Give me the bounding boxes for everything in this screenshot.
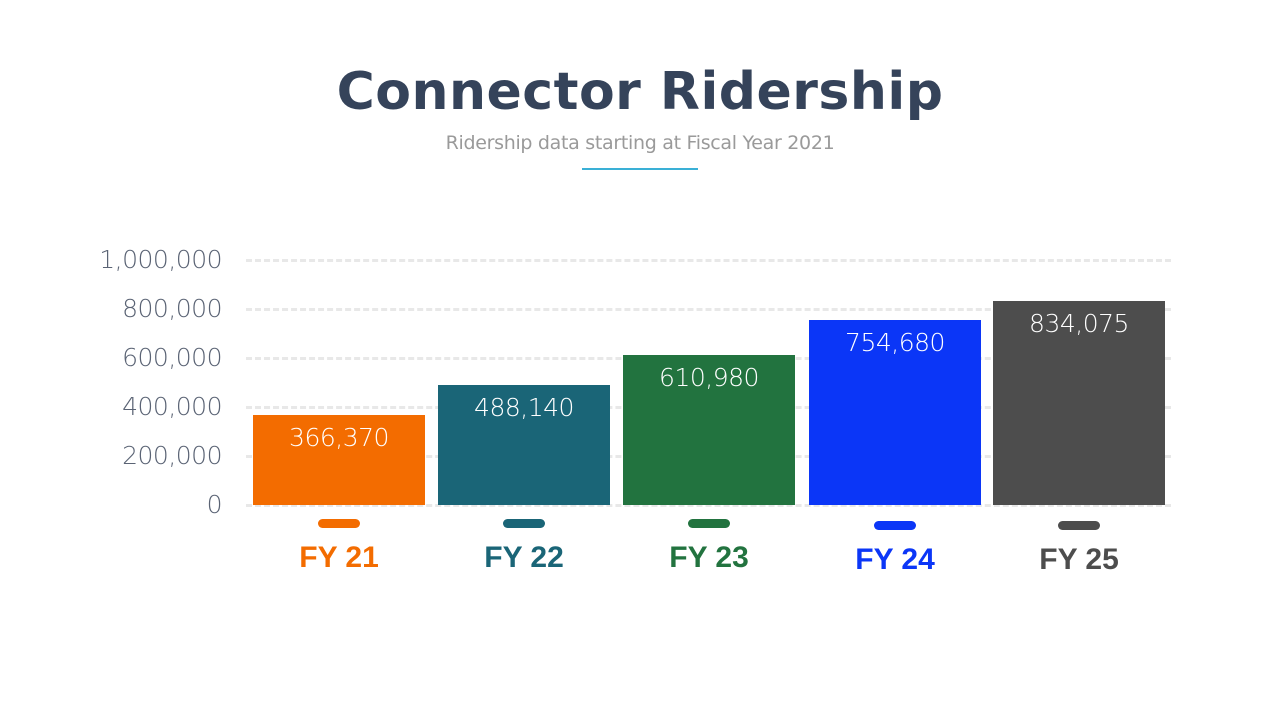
title-underline [582,168,698,170]
y-axis-tick-label: 800,000 [122,294,222,323]
bar-fy-23: 610,980 [623,355,795,505]
gridline [246,504,1171,507]
bar-value-label: 366,370 [289,423,389,453]
category-marker [874,521,916,530]
category-marker [318,519,360,528]
bar-value-label: 610,980 [659,363,759,393]
bar-value-label: 754,680 [845,328,945,358]
bar-fy-21: 366,370 [253,415,425,505]
bar-value-label: 834,075 [1029,308,1129,338]
x-axis-category-label: FY 21 [299,541,379,574]
y-axis-tick-label: 1,000,000 [99,245,222,274]
gridline [246,308,1171,311]
bar-fy-22: 488,140 [438,385,610,505]
page-title: Connector Ridership [336,62,944,122]
y-axis-tick-label: 400,000 [122,392,222,421]
gridline [246,259,1171,262]
category-marker [1058,521,1100,530]
y-axis-tick-label: 0 [206,490,223,519]
bar-fy-25: 834,075 [993,300,1165,505]
y-axis-tick-label: 200,000 [122,441,222,470]
x-axis-category-label: FY 23 [669,541,749,574]
y-axis-tick-label: 600,000 [122,343,222,372]
category-marker [688,519,730,528]
x-axis-category-label: FY 25 [1039,543,1119,576]
x-axis-category-label: FY 22 [484,541,564,574]
bar-value-label: 488,140 [474,393,574,423]
page-subtitle: Ridership data starting at Fiscal Year 2… [445,132,835,154]
category-marker [503,519,545,528]
x-axis-category-label: FY 24 [855,543,935,576]
bar-fy-24: 754,680 [809,320,981,505]
